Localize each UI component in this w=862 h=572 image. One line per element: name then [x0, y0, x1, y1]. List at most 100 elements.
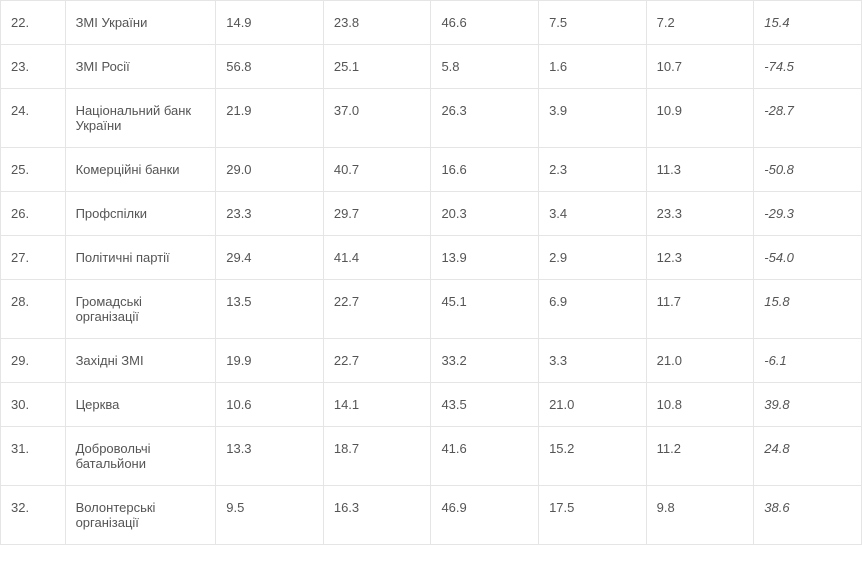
value-1: 21.9 [216, 89, 324, 148]
value-3: 13.9 [431, 236, 539, 280]
value-2: 23.8 [323, 1, 431, 45]
row-number: 25. [1, 148, 66, 192]
row-name: Профспілки [65, 192, 216, 236]
value-6: 38.6 [754, 486, 862, 545]
value-6: -50.8 [754, 148, 862, 192]
data-table: 22.ЗМІ України14.923.846.67.57.215.423.З… [0, 0, 862, 545]
row-number: 32. [1, 486, 66, 545]
value-2: 16.3 [323, 486, 431, 545]
value-6: 15.4 [754, 1, 862, 45]
value-6: 24.8 [754, 427, 862, 486]
table-row: 26.Профспілки23.329.720.33.423.3-29.3 [1, 192, 862, 236]
value-3: 33.2 [431, 339, 539, 383]
table-row: 27.Політичні партії29.441.413.92.912.3-5… [1, 236, 862, 280]
value-2: 18.7 [323, 427, 431, 486]
value-3: 20.3 [431, 192, 539, 236]
row-name: Політичні партії [65, 236, 216, 280]
value-3: 5.8 [431, 45, 539, 89]
value-5: 9.8 [646, 486, 754, 545]
value-3: 16.6 [431, 148, 539, 192]
value-1: 14.9 [216, 1, 324, 45]
value-1: 29.4 [216, 236, 324, 280]
value-5: 10.9 [646, 89, 754, 148]
row-name: Громадські організації [65, 280, 216, 339]
row-name: Церква [65, 383, 216, 427]
table-row: 23.ЗМІ Росії56.825.15.81.610.7-74.5 [1, 45, 862, 89]
value-1: 13.5 [216, 280, 324, 339]
row-number: 22. [1, 1, 66, 45]
row-number: 24. [1, 89, 66, 148]
table-row: 24.Національний банк України21.937.026.3… [1, 89, 862, 148]
row-name: Національний банк України [65, 89, 216, 148]
value-5: 11.7 [646, 280, 754, 339]
value-4: 6.9 [539, 280, 647, 339]
row-number: 29. [1, 339, 66, 383]
value-5: 23.3 [646, 192, 754, 236]
table-row: 22.ЗМІ України14.923.846.67.57.215.4 [1, 1, 862, 45]
row-number: 26. [1, 192, 66, 236]
table-row: 29.Західні ЗМІ19.922.733.23.321.0-6.1 [1, 339, 862, 383]
value-3: 43.5 [431, 383, 539, 427]
value-2: 22.7 [323, 339, 431, 383]
value-4: 3.9 [539, 89, 647, 148]
value-2: 40.7 [323, 148, 431, 192]
value-3: 46.9 [431, 486, 539, 545]
row-number: 28. [1, 280, 66, 339]
value-5: 10.7 [646, 45, 754, 89]
value-4: 3.3 [539, 339, 647, 383]
table-row: 30.Церква10.614.143.521.010.839.8 [1, 383, 862, 427]
table-row: 28.Громадські організації13.522.745.16.9… [1, 280, 862, 339]
value-3: 46.6 [431, 1, 539, 45]
value-1: 29.0 [216, 148, 324, 192]
table-row: 31.Добровольчі батальйони13.318.741.615.… [1, 427, 862, 486]
value-4: 17.5 [539, 486, 647, 545]
row-name: Добровольчі батальйони [65, 427, 216, 486]
value-1: 9.5 [216, 486, 324, 545]
value-2: 37.0 [323, 89, 431, 148]
value-5: 7.2 [646, 1, 754, 45]
value-1: 23.3 [216, 192, 324, 236]
table-body: 22.ЗМІ України14.923.846.67.57.215.423.З… [1, 1, 862, 545]
value-6: -54.0 [754, 236, 862, 280]
row-number: 23. [1, 45, 66, 89]
value-6: -74.5 [754, 45, 862, 89]
row-name: ЗМІ України [65, 1, 216, 45]
value-6: 15.8 [754, 280, 862, 339]
value-5: 11.3 [646, 148, 754, 192]
value-5: 10.8 [646, 383, 754, 427]
value-4: 7.5 [539, 1, 647, 45]
row-name: Західні ЗМІ [65, 339, 216, 383]
value-3: 45.1 [431, 280, 539, 339]
value-3: 41.6 [431, 427, 539, 486]
value-5: 11.2 [646, 427, 754, 486]
value-4: 2.9 [539, 236, 647, 280]
table-row: 25.Комерційні банки29.040.716.62.311.3-5… [1, 148, 862, 192]
table-row: 32.Волонтерські організації9.516.346.917… [1, 486, 862, 545]
row-number: 27. [1, 236, 66, 280]
row-number: 30. [1, 383, 66, 427]
value-5: 12.3 [646, 236, 754, 280]
value-4: 2.3 [539, 148, 647, 192]
value-6: 39.8 [754, 383, 862, 427]
value-5: 21.0 [646, 339, 754, 383]
value-3: 26.3 [431, 89, 539, 148]
value-6: -29.3 [754, 192, 862, 236]
row-name: ЗМІ Росії [65, 45, 216, 89]
value-2: 25.1 [323, 45, 431, 89]
value-1: 19.9 [216, 339, 324, 383]
value-4: 21.0 [539, 383, 647, 427]
value-1: 56.8 [216, 45, 324, 89]
value-2: 41.4 [323, 236, 431, 280]
value-4: 15.2 [539, 427, 647, 486]
row-number: 31. [1, 427, 66, 486]
value-1: 10.6 [216, 383, 324, 427]
value-6: -6.1 [754, 339, 862, 383]
row-name: Волонтерські організації [65, 486, 216, 545]
value-2: 14.1 [323, 383, 431, 427]
value-4: 3.4 [539, 192, 647, 236]
row-name: Комерційні банки [65, 148, 216, 192]
value-6: -28.7 [754, 89, 862, 148]
value-4: 1.6 [539, 45, 647, 89]
value-2: 29.7 [323, 192, 431, 236]
value-2: 22.7 [323, 280, 431, 339]
